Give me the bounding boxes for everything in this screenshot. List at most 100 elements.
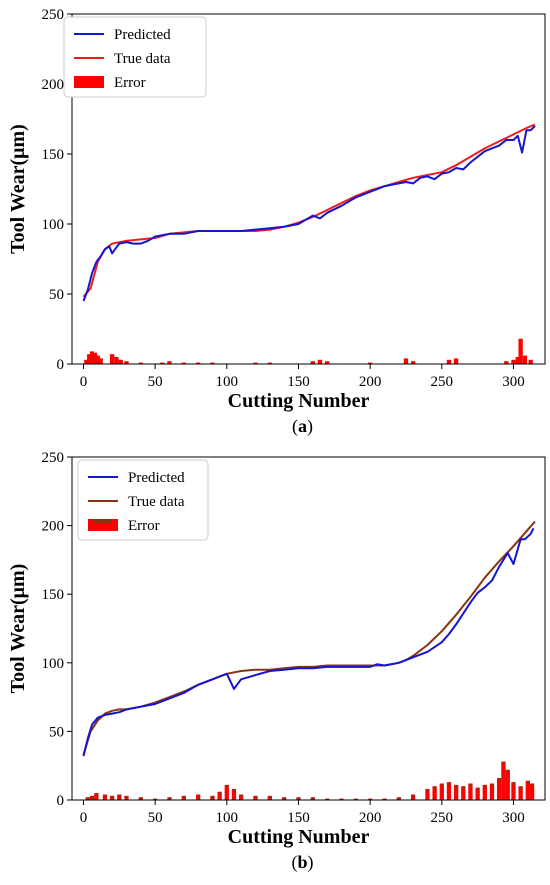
error-bar xyxy=(410,361,416,364)
error-bar-cap xyxy=(455,784,458,788)
error-bar-cap xyxy=(427,789,430,793)
true-data-line xyxy=(82,123,536,298)
error-bar xyxy=(181,362,186,364)
error-bar-cap xyxy=(95,793,99,797)
legend: Predicted True data Error xyxy=(63,16,207,98)
x-tick-label: 50 xyxy=(148,810,163,826)
error-bar xyxy=(310,361,315,364)
error-bar-cap xyxy=(491,783,494,787)
legend-error-label: Error xyxy=(114,75,146,91)
legend-predicted-label: Predicted xyxy=(114,27,171,43)
panel-caption: (b) xyxy=(291,852,313,873)
error-bar-cap xyxy=(470,783,473,787)
legend-predicted-label: Predicted xyxy=(128,470,185,486)
error-bar xyxy=(124,361,129,364)
y-tick-label: 200 xyxy=(42,77,65,93)
error-bar xyxy=(528,359,533,364)
error-bar-cap xyxy=(341,798,344,800)
y-tick-label: 150 xyxy=(42,587,65,603)
error-bar xyxy=(453,358,459,364)
error-bar xyxy=(505,769,510,800)
error-bar xyxy=(167,361,172,364)
x-tick-label: 100 xyxy=(216,810,239,826)
error-bar xyxy=(468,783,473,800)
error-bar xyxy=(461,786,466,800)
error-bar-cap xyxy=(531,783,534,787)
error-bar xyxy=(98,358,103,364)
y-tick-label: 0 xyxy=(57,357,65,373)
error-bar xyxy=(511,359,516,364)
error-bar xyxy=(195,362,201,364)
true-data-line xyxy=(82,520,536,755)
error-bar xyxy=(496,778,502,800)
legend-error-label: Error xyxy=(128,518,160,534)
y-tick-label: 150 xyxy=(42,147,65,163)
error-bar-cap xyxy=(312,797,315,800)
x-tick-label: 0 xyxy=(80,810,88,826)
error-bar xyxy=(525,780,530,800)
error-bar xyxy=(89,351,95,364)
error-bar xyxy=(475,787,480,800)
x-tick-label: 100 xyxy=(216,374,239,390)
chart-panel-a: 0 50 100 150 200 250 300 0 50 100 150 200 250 Cutting… xyxy=(7,7,546,437)
error-bar-cap xyxy=(326,798,329,800)
error-bar xyxy=(367,362,373,364)
error-bar-cap xyxy=(503,761,506,765)
error-bar-cap xyxy=(255,795,258,799)
error-bar-cap xyxy=(126,795,129,799)
error-bar-cap xyxy=(520,786,523,790)
error-bar xyxy=(432,786,437,800)
error-bar xyxy=(403,358,409,364)
error-bar xyxy=(522,355,528,364)
error-bar xyxy=(446,782,452,800)
error-bar-cap xyxy=(298,797,301,800)
error-bar xyxy=(109,354,115,364)
error-bar xyxy=(217,791,222,800)
y-tick-label: 250 xyxy=(42,7,65,23)
x-axis-title: Cutting Number xyxy=(228,390,370,412)
error-bar-cap xyxy=(448,782,451,786)
error-bar-cap xyxy=(434,786,437,790)
error-bar xyxy=(267,362,272,364)
error-bar xyxy=(92,352,98,364)
predicted-line xyxy=(82,527,535,757)
error-bar-cap xyxy=(477,787,480,791)
y-tick-label: 0 xyxy=(57,793,65,809)
x-tick-label: 300 xyxy=(502,810,525,826)
error-bar xyxy=(160,362,165,364)
error-bar-cap xyxy=(118,794,122,798)
error-bar-cap xyxy=(484,784,487,788)
error-bar xyxy=(489,783,495,800)
x-tick-label: 150 xyxy=(287,810,310,826)
error-bar-cap xyxy=(507,769,510,773)
x-tick-label: 50 xyxy=(148,374,163,390)
error-bar xyxy=(210,362,215,364)
y-tick-label: 50 xyxy=(49,724,64,740)
error-bar xyxy=(511,782,516,800)
error-bar xyxy=(515,357,520,364)
y-tick-label: 200 xyxy=(42,519,65,535)
x-tick-label: 150 xyxy=(287,374,310,390)
x-tick-label: 250 xyxy=(431,374,454,390)
error-bar-cap xyxy=(269,795,272,799)
error-bar-cap xyxy=(212,795,215,799)
error-bar-cap xyxy=(398,797,401,800)
panel-caption: (a) xyxy=(292,416,313,437)
error-bar xyxy=(95,355,100,364)
error-bar-cap xyxy=(111,795,114,799)
error-bar xyxy=(224,784,229,800)
error-bar xyxy=(482,784,487,800)
x-tick-label: 200 xyxy=(359,810,382,826)
error-bar xyxy=(453,784,459,800)
x-tick-label: 300 xyxy=(502,374,525,390)
error-bar-cap xyxy=(462,786,466,790)
x-tick-label: 0 xyxy=(80,374,88,390)
error-bar-cap xyxy=(355,798,358,800)
y-tick-label: 250 xyxy=(42,450,65,466)
y-axis-title: Tool Wear(μm) xyxy=(7,564,29,694)
error-bar-cap xyxy=(91,795,94,799)
error-bar-cap xyxy=(140,797,143,800)
error-bar xyxy=(446,359,452,364)
error-bar-cap xyxy=(233,789,236,793)
